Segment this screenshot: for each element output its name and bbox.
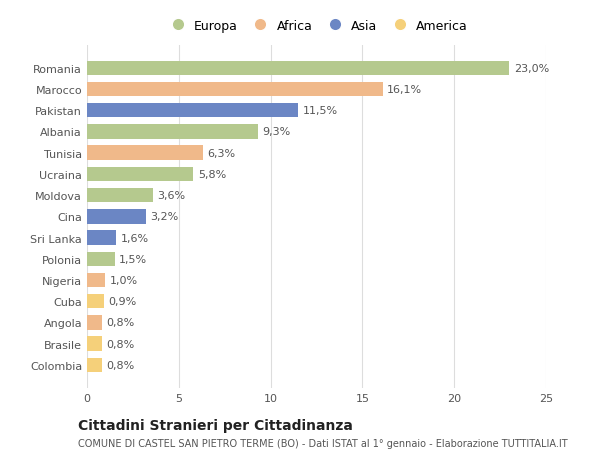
- Bar: [87, 273, 106, 288]
- Text: 0,9%: 0,9%: [108, 297, 136, 307]
- Bar: [87, 146, 203, 161]
- Text: 0,8%: 0,8%: [106, 318, 134, 328]
- Bar: [87, 104, 298, 118]
- Text: 16,1%: 16,1%: [387, 85, 422, 95]
- Text: 3,2%: 3,2%: [151, 212, 179, 222]
- Bar: [87, 210, 146, 224]
- Text: 1,5%: 1,5%: [119, 254, 147, 264]
- Bar: [87, 252, 115, 266]
- Text: 0,8%: 0,8%: [106, 360, 134, 370]
- Text: 1,6%: 1,6%: [121, 233, 149, 243]
- Bar: [87, 189, 153, 203]
- Bar: [87, 83, 383, 97]
- Text: 0,8%: 0,8%: [106, 339, 134, 349]
- Bar: [87, 315, 101, 330]
- Text: 11,5%: 11,5%: [303, 106, 338, 116]
- Text: 23,0%: 23,0%: [514, 64, 549, 73]
- Bar: [87, 62, 509, 76]
- Text: 6,3%: 6,3%: [207, 148, 235, 158]
- Text: COMUNE DI CASTEL SAN PIETRO TERME (BO) - Dati ISTAT al 1° gennaio - Elaborazione: COMUNE DI CASTEL SAN PIETRO TERME (BO) -…: [78, 438, 568, 448]
- Text: 3,6%: 3,6%: [158, 190, 186, 201]
- Text: 5,8%: 5,8%: [198, 169, 226, 179]
- Text: 9,3%: 9,3%: [262, 127, 290, 137]
- Legend: Europa, Africa, Asia, America: Europa, Africa, Asia, America: [160, 15, 473, 38]
- Bar: [87, 231, 116, 245]
- Bar: [87, 168, 193, 182]
- Bar: [87, 294, 104, 309]
- Bar: [87, 125, 258, 140]
- Text: 1,0%: 1,0%: [110, 275, 138, 285]
- Bar: [87, 337, 101, 351]
- Bar: [87, 358, 101, 372]
- Text: Cittadini Stranieri per Cittadinanza: Cittadini Stranieri per Cittadinanza: [78, 418, 353, 431]
